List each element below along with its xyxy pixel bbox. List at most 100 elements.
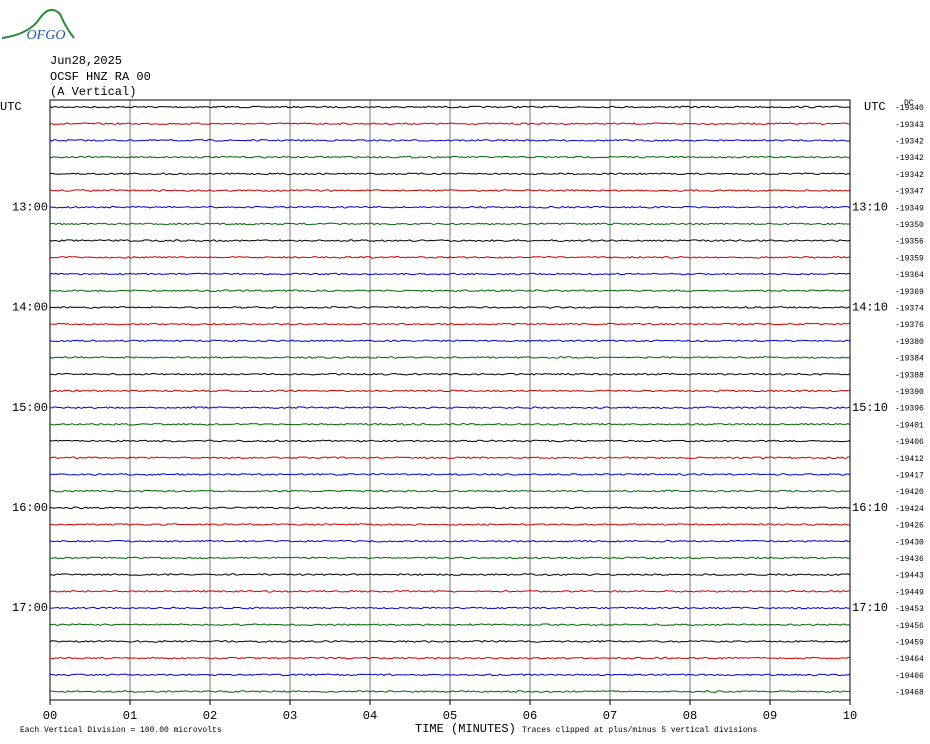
trace: [49, 155, 851, 159]
dc-offset: -19420: [895, 488, 924, 497]
trace: [49, 656, 851, 660]
scale-note: Each Vertical Division = 100.00 microvol…: [20, 726, 222, 735]
trace: [49, 172, 851, 176]
dc-offset: -19396: [895, 405, 924, 414]
trace: [49, 473, 851, 476]
dc-header: DC: [904, 99, 914, 108]
dc-offset: -19430: [895, 538, 924, 547]
dc-offset: -19359: [895, 254, 924, 263]
dc-offset: -19384: [895, 355, 924, 364]
trace: [49, 523, 851, 526]
dc-offset: -19443: [895, 572, 924, 581]
clip-note: Traces clipped at plus/minus 5 vertical …: [522, 726, 757, 735]
trace: [49, 322, 851, 326]
right-time-label: 15:10: [852, 401, 888, 415]
dc-offset: -19464: [895, 655, 924, 664]
trace: [49, 406, 851, 410]
logo-mark: [1, 8, 75, 39]
dc-offset: -19364: [895, 271, 924, 280]
dc-offset: -19369: [895, 288, 924, 297]
trace: [49, 189, 851, 192]
trace: [49, 623, 851, 627]
trace: [49, 255, 851, 259]
right-time-label: UTC: [864, 100, 886, 114]
left-time-label: 16:00: [12, 501, 48, 515]
trace: [49, 339, 851, 343]
x-tick-label: 06: [523, 709, 537, 723]
dc-offset: -19388: [895, 371, 924, 380]
trace: [49, 122, 850, 126]
dc-offset: -19426: [895, 522, 924, 531]
plot-frame: [49, 99, 851, 701]
trace: [49, 639, 851, 643]
trace: [49, 539, 851, 543]
left-time-label: 14:00: [12, 301, 48, 315]
x-tick-label: 01: [123, 709, 137, 723]
dc-offset: -19342: [895, 154, 924, 163]
trace: [50, 556, 851, 560]
trace: [49, 306, 851, 309]
left-time-label: 15:00: [12, 401, 48, 415]
logo: OFGO: [27, 28, 66, 43]
dc-offset: -19466: [895, 672, 924, 681]
right-time-label: 14:10: [852, 301, 888, 315]
dc-offset: -19380: [895, 338, 924, 347]
trace: [49, 205, 851, 209]
dc-offset: -19468: [895, 689, 924, 698]
right-time-label: 17:10: [852, 601, 888, 615]
dc-offset: -19343: [895, 121, 924, 130]
trace: [49, 456, 851, 460]
trace: [49, 289, 851, 293]
dc-offset: -19449: [895, 588, 924, 597]
trace: [49, 138, 851, 142]
dc-offset: -19424: [895, 505, 924, 514]
dc-offset: -19374: [895, 305, 924, 314]
x-tick-label: 08: [683, 709, 697, 723]
dc-offset: -19350: [895, 221, 924, 230]
trace: [49, 372, 851, 376]
dc-offset: -19349: [895, 204, 924, 213]
dc-offset: -19342: [895, 171, 924, 180]
trace: [49, 606, 851, 610]
trace: [49, 105, 851, 109]
trace: [49, 389, 851, 393]
x-tick-label: 04: [363, 709, 377, 723]
trace: [49, 222, 851, 226]
dc-offset: -19376: [895, 321, 924, 330]
trace: [49, 673, 851, 677]
right-time-label: 16:10: [852, 501, 888, 515]
x-tick-label: 05: [443, 709, 457, 723]
dc-offset: -19412: [895, 455, 924, 464]
x-tick-label: 00: [43, 709, 57, 723]
left-time-label: 17:00: [12, 601, 48, 615]
left-time-label: 13:00: [12, 200, 48, 214]
x-tick-label: 09: [763, 709, 777, 723]
dc-offset: -19456: [895, 622, 924, 631]
trace: [49, 239, 851, 243]
trace: [49, 356, 851, 359]
x-axis-title: TIME (MINUTES): [415, 722, 516, 736]
trace: [49, 422, 851, 426]
dc-offset: -19340: [895, 104, 924, 113]
dc-offset: -19453: [895, 605, 924, 614]
dc-offset: -19436: [895, 555, 924, 564]
right-time-label: 13:10: [852, 200, 888, 214]
component: (A Vertical): [50, 85, 136, 99]
trace: [49, 506, 851, 510]
dc-offset: -19356: [895, 238, 924, 247]
trace: [49, 272, 851, 276]
left-time-label: UTC: [0, 100, 22, 114]
x-tick-label: 02: [203, 709, 217, 723]
dc-offset: -19347: [895, 188, 924, 197]
dc-offset: -19406: [895, 438, 924, 447]
dc-offset: -19417: [895, 472, 924, 481]
station: OCSF HNZ RA 00: [50, 70, 151, 84]
dc-offset: -19390: [895, 388, 924, 397]
dc-offset: -19342: [895, 138, 924, 147]
date: Jun28,2025: [50, 54, 122, 68]
dc-offset: -19401: [895, 421, 924, 430]
x-tick-label: 07: [603, 709, 617, 723]
trace: [49, 573, 851, 577]
trace: [50, 690, 851, 693]
